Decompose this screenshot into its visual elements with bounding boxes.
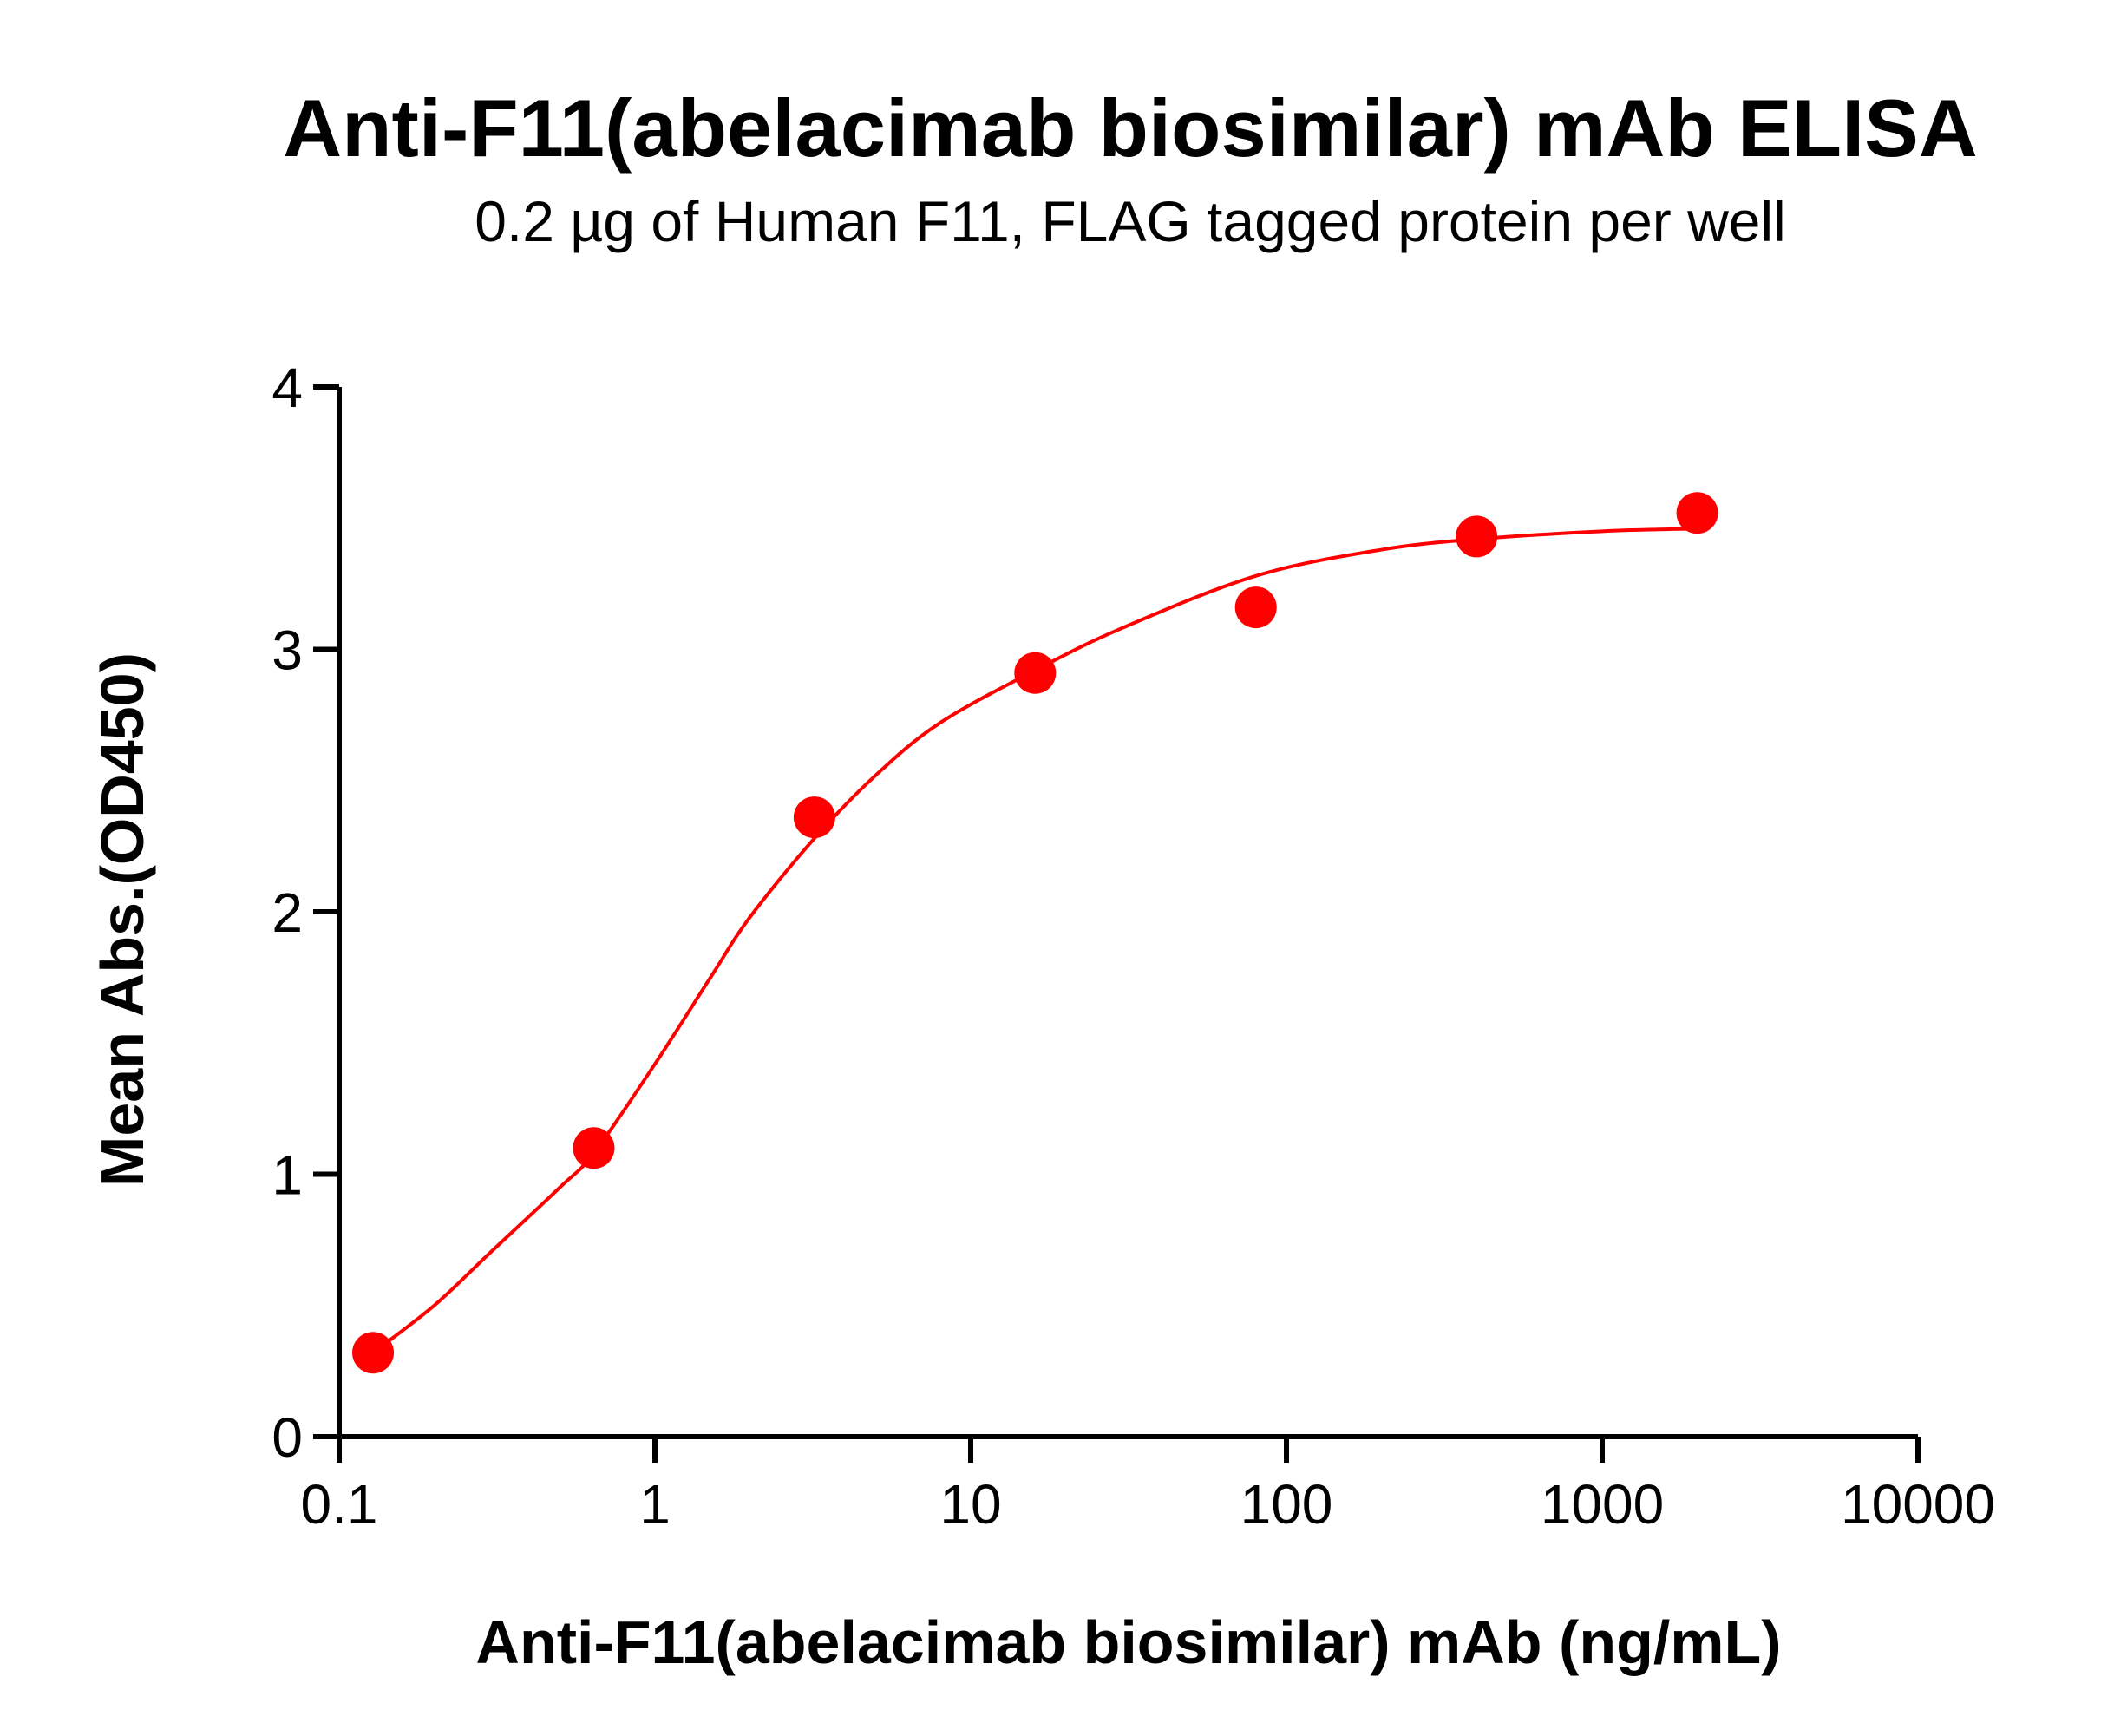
y-tick-label: 3	[272, 619, 303, 682]
y-tick-label: 2	[272, 881, 303, 944]
data-point	[1456, 515, 1498, 558]
x-tick-label: 10	[939, 1473, 1001, 1536]
data-points	[352, 492, 1718, 1374]
y-tick-label: 0	[272, 1406, 303, 1469]
data-point	[1676, 492, 1718, 534]
tick-labels: 0.1 1 10 100 1000 10000 0 1 2 3 4	[272, 357, 1995, 1536]
data-point	[1234, 586, 1277, 629]
x-tick-label: 0.1	[301, 1473, 378, 1536]
y-axis-label: Mean Abs.(OD450)	[88, 652, 156, 1187]
x-tick-label: 100	[1240, 1473, 1333, 1536]
fit-curve	[371, 527, 1698, 1354]
y-tick-label: 4	[272, 357, 303, 419]
chart-subtitle: 0.2 µg of Human F11, FLAG tagged protein…	[475, 189, 1786, 253]
y-tick-label: 1	[272, 1144, 303, 1207]
data-point	[793, 796, 835, 839]
data-point	[573, 1127, 615, 1169]
data-point	[1014, 652, 1057, 694]
x-tick-label: 10000	[1841, 1473, 1995, 1536]
x-tick-label: 1000	[1541, 1473, 1664, 1536]
x-tick-label: 1	[639, 1473, 671, 1536]
data-point	[352, 1332, 395, 1374]
axes	[313, 384, 1921, 1463]
chart-title: Anti-F11(abelacimab biosimilar) mAb ELIS…	[283, 82, 1978, 174]
x-axis-label: Anti-F11(abelacimab biosimilar) mAb (ng/…	[475, 1608, 1781, 1676]
